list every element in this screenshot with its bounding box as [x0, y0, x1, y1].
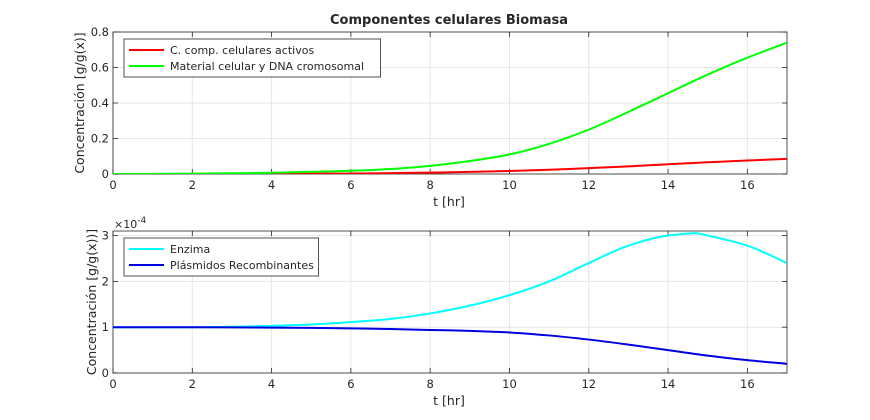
y-axis-label-top: Concentración [g/g(x)] — [72, 32, 87, 173]
legend: Enzima Plásmidos Recombinantes — [123, 237, 320, 277]
y-tick-label: 0.8 — [91, 25, 109, 39]
x-tick-label: 16 — [740, 377, 755, 391]
x-tick-label: 10 — [502, 377, 517, 391]
legend-label: Material celular y DNA cromosomal — [170, 60, 364, 73]
series-group — [113, 41, 787, 174]
x-tick-label: 12 — [581, 178, 596, 192]
series-line — [113, 326, 787, 365]
axes-biomass-components: 0 2 4 6 8 10 12 14 16 0 0.2 0.4 0.6 0.8 C. comp. celul… — [91, 25, 788, 192]
legend-label: Plásmidos Recombinantes — [170, 259, 314, 272]
y-axis-exponent-label: ×10-4 — [114, 216, 146, 231]
x-tick-label: 14 — [661, 377, 676, 391]
exponent-power: -4 — [137, 216, 146, 226]
legend-label: Enzima — [170, 243, 210, 256]
y-tick-label: 0 — [102, 366, 109, 380]
legend-box — [123, 38, 382, 78]
chart-title: Componentes celulares Biomasa — [330, 13, 568, 28]
y-tick-label: 0.6 — [91, 61, 109, 75]
y-tick-label: 3 — [102, 229, 109, 243]
x-tick-label: 2 — [189, 178, 196, 192]
axes-frame — [112, 230, 788, 374]
x-axis-label-top: t [hr] — [433, 194, 465, 209]
x-tick-label: 0 — [109, 178, 116, 192]
x-tick-label: 16 — [740, 178, 755, 192]
x-tick-label: 14 — [661, 178, 676, 192]
series-line — [113, 157, 787, 174]
y-axis-label-bottom: Concentración [g/g(x))] — [84, 229, 99, 375]
x-tick-label: 10 — [502, 178, 517, 192]
series-line — [113, 41, 787, 174]
x-tick-label: 12 — [581, 377, 596, 391]
y-tick-label: 0 — [102, 167, 109, 181]
x-tick-label: 2 — [189, 377, 196, 391]
x-tick-label: 6 — [347, 377, 354, 391]
x-tick-label: 6 — [347, 178, 354, 192]
legend: C. comp. celulares activos Material celul… — [123, 38, 382, 78]
legend-box — [123, 237, 320, 277]
exponent-base: ×10 — [114, 218, 137, 231]
x-tick-label: 0 — [109, 377, 116, 391]
y-tick-label: 0.4 — [91, 96, 109, 110]
y-tick-label: 1 — [102, 320, 109, 334]
series-group — [113, 232, 787, 365]
x-tick-label: 4 — [268, 377, 275, 391]
x-axis-label-bottom: t [hr] — [433, 393, 465, 408]
y-tick-label: 2 — [102, 274, 109, 288]
x-tick-label: 4 — [268, 178, 275, 192]
legend-label: C. comp. celulares activos — [170, 44, 314, 57]
y-tick-label: 0.2 — [91, 132, 109, 146]
x-tick-label: 8 — [427, 178, 434, 192]
x-tick-label: 8 — [427, 377, 434, 391]
